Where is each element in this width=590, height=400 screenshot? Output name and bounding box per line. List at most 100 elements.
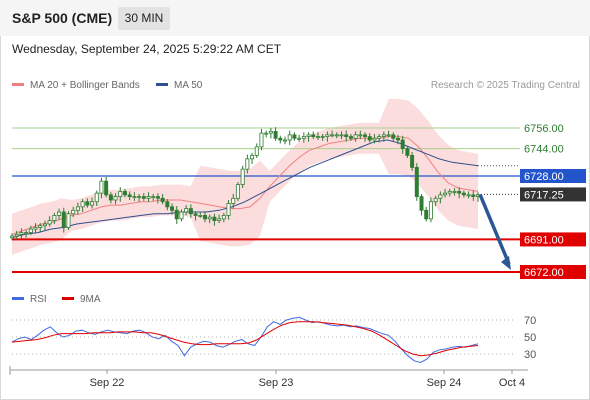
candle-body xyxy=(217,218,222,221)
candles xyxy=(9,127,480,241)
candle-body xyxy=(24,232,29,234)
candle-body xyxy=(301,136,306,139)
candle-body xyxy=(367,136,372,141)
last-price-tag xyxy=(520,187,586,202)
candle-body xyxy=(400,139,405,149)
candle-body xyxy=(99,180,104,194)
page-title: S&P 500 (CME) xyxy=(12,10,113,26)
candle-body xyxy=(254,146,259,156)
candle-body xyxy=(113,196,118,201)
candle-body xyxy=(212,216,217,221)
ma50-line xyxy=(11,139,479,239)
candle-body xyxy=(381,134,386,137)
legend-ma20: MA 20 + Bollinger Bands xyxy=(12,80,140,91)
candle-body xyxy=(127,194,132,197)
level-label: 6756.00 xyxy=(524,123,564,135)
candle-body xyxy=(391,134,396,139)
candle-body xyxy=(372,137,377,141)
candle-body xyxy=(146,196,151,199)
candle-body xyxy=(292,134,297,139)
pivot-tag xyxy=(520,169,586,183)
legend-rsi: RSI xyxy=(12,294,47,305)
projection-arrow-shaft xyxy=(478,193,511,265)
candle-body xyxy=(226,203,231,216)
rsi-tick-label: 70 xyxy=(524,315,536,327)
candle-body xyxy=(85,201,90,206)
candle-body xyxy=(104,180,109,196)
candle-body xyxy=(14,233,19,237)
candle-body xyxy=(452,191,457,193)
candle-body xyxy=(184,208,189,213)
candle-body xyxy=(339,134,344,137)
candle-body xyxy=(155,196,160,199)
candle-body xyxy=(287,134,292,141)
time-tick-label: Sep 22 xyxy=(90,377,125,389)
candle-body xyxy=(377,136,382,139)
candle-body xyxy=(42,223,47,227)
candle-body xyxy=(28,228,33,233)
candle-body xyxy=(240,168,245,185)
candle-body xyxy=(151,196,156,198)
candle-body xyxy=(433,197,438,203)
support-tag xyxy=(520,232,586,247)
rsi-tick-label: 50 xyxy=(524,332,536,344)
candle-body xyxy=(122,191,127,196)
candle-body xyxy=(9,235,14,239)
rsi-ma-line xyxy=(11,321,479,357)
level-label: 6744.00 xyxy=(524,144,564,156)
candle-body xyxy=(38,225,43,228)
level-label: 6728.00 xyxy=(524,171,564,183)
time-tick-label: Sep 23 xyxy=(259,377,294,389)
time-tick-label: Sep 24 xyxy=(427,377,462,389)
candle-body xyxy=(438,194,443,199)
candle-body xyxy=(231,197,236,204)
candle-body xyxy=(363,134,368,137)
legend-ma50-label: MA 50 xyxy=(174,80,203,91)
candle-body xyxy=(414,167,419,197)
candle-body xyxy=(108,194,113,201)
candle-body xyxy=(193,213,198,216)
candle-body xyxy=(165,201,170,208)
candle-body xyxy=(428,201,433,220)
copyright-text: Research © 2025 Trading Central xyxy=(430,80,580,91)
candle-body xyxy=(471,194,476,197)
header-bar: S&P 500 (CME) 30 MIN xyxy=(0,0,590,36)
candle-body xyxy=(75,206,80,211)
candle-body xyxy=(325,134,330,137)
candle-body xyxy=(52,215,57,221)
candle-body xyxy=(170,206,175,211)
candle-body xyxy=(353,134,358,139)
time-tick-label: Oct 4 xyxy=(499,377,525,389)
candle-body xyxy=(160,197,165,203)
candle-body xyxy=(268,131,273,134)
candle-body xyxy=(273,131,278,139)
legend-rsi9-label: 9MA xyxy=(80,294,101,305)
candle-body xyxy=(447,191,452,194)
candle-body xyxy=(61,211,66,228)
candle-body xyxy=(137,196,142,198)
timestamp: Wednesday, September 24, 2025 5:29:22 AM… xyxy=(12,42,282,56)
timeframe-button[interactable]: 30 MIN xyxy=(118,7,170,30)
candle-body xyxy=(395,137,400,141)
candle-body xyxy=(202,215,207,220)
rsi-swatch xyxy=(12,296,24,300)
candle-body xyxy=(207,216,212,220)
rsi-line xyxy=(11,316,479,364)
candle-body xyxy=(66,213,71,228)
candle-body xyxy=(221,215,226,220)
candle-body xyxy=(306,134,311,137)
candle-body xyxy=(405,148,410,156)
candle-body xyxy=(311,134,316,137)
candle-body xyxy=(71,209,76,215)
candle-body xyxy=(174,209,179,220)
candle-body xyxy=(344,134,349,137)
support-tag xyxy=(520,265,586,279)
projection-arrow-head xyxy=(501,256,511,270)
candle-body xyxy=(410,155,415,168)
legend-rsi-label: RSI xyxy=(30,294,47,305)
level-label: 6691.00 xyxy=(524,234,564,246)
candle-body xyxy=(424,209,429,220)
level-label: 6672.00 xyxy=(524,267,564,279)
candle-body xyxy=(419,196,424,211)
rsi9-swatch xyxy=(62,296,74,300)
